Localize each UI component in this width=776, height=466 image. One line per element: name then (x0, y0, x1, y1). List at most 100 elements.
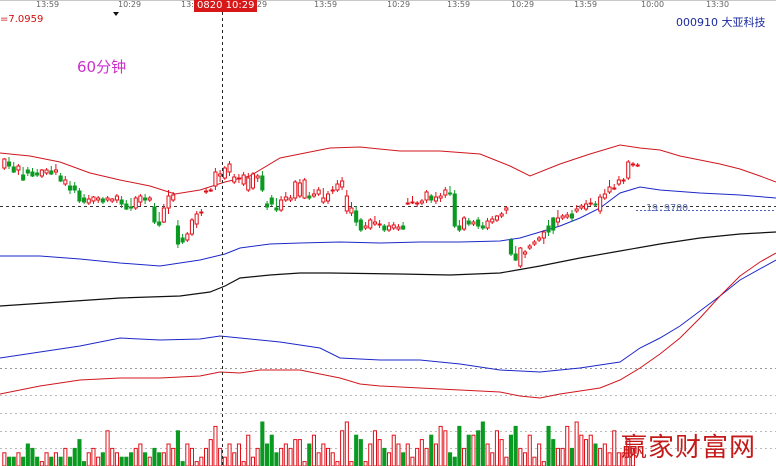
candle (448, 192, 453, 195)
volume-bar (508, 434, 513, 466)
candle (166, 195, 171, 209)
volume-bar (569, 447, 575, 466)
candle (86, 198, 91, 204)
candle (480, 225, 485, 229)
candle (330, 189, 335, 192)
candle (147, 197, 152, 201)
period-label[interactable]: 60分钟 (77, 58, 127, 76)
candle (588, 202, 593, 205)
time-tick-label: 10:29 (511, 0, 535, 9)
volume-bar (232, 452, 237, 466)
volume-bar (410, 456, 415, 466)
time-tick-label: 13:59 (447, 0, 471, 9)
volume-bar (612, 430, 617, 466)
volume-bar (274, 452, 279, 466)
candle (391, 224, 396, 229)
candle (96, 197, 101, 201)
candle (419, 200, 424, 204)
candle (246, 177, 251, 191)
candle (630, 163, 636, 166)
candle (119, 199, 124, 205)
volume-bar (429, 434, 434, 466)
candle (35, 172, 40, 176)
candle (124, 203, 129, 210)
candle (326, 193, 331, 202)
candle (133, 197, 138, 209)
volume-bar (180, 461, 185, 466)
time-tick-label: 10:29 (387, 0, 411, 9)
volume-bar (349, 461, 354, 466)
candle (218, 173, 223, 177)
candle (579, 205, 584, 209)
volume-bar (626, 439, 631, 466)
volume-bar (288, 447, 293, 466)
candle (401, 225, 406, 230)
volume-bar (222, 456, 227, 466)
volume-bar (189, 447, 194, 466)
volume-bar (114, 452, 120, 466)
volume-bar (387, 452, 392, 466)
volume-bar (462, 447, 467, 466)
volume-bar (260, 421, 265, 466)
candle (560, 215, 565, 219)
volume-bar (405, 443, 410, 466)
volume-bar (68, 456, 73, 466)
volume-bar (293, 439, 298, 466)
candle (185, 233, 190, 241)
candle (143, 197, 148, 201)
volume-bar (143, 452, 148, 466)
volume-bar (476, 430, 481, 466)
volume-bar (523, 452, 528, 466)
volume-bar (555, 447, 561, 466)
candle (157, 221, 162, 226)
candle (39, 169, 44, 177)
candle (68, 185, 73, 191)
candle (129, 206, 134, 209)
candle (424, 191, 429, 201)
volume-bar (250, 456, 255, 466)
candle (114, 195, 120, 201)
triangle-down-icon[interactable] (113, 12, 119, 16)
volume-bar (119, 456, 124, 466)
candle (368, 219, 373, 229)
volume-bar (82, 461, 87, 466)
volume-bar (485, 443, 490, 466)
volume-bar (574, 421, 579, 466)
candle (499, 213, 504, 217)
volume-bar (49, 456, 54, 466)
candle (626, 161, 631, 179)
volume-bar (63, 447, 68, 466)
candle (269, 197, 274, 205)
candle (532, 241, 537, 245)
candle (25, 169, 30, 174)
volume-bar (424, 447, 429, 466)
volume-bar (433, 443, 438, 466)
candle (382, 225, 387, 231)
candle (593, 203, 598, 206)
candle (616, 179, 621, 185)
volume-bar (396, 443, 401, 466)
candle (438, 195, 443, 199)
candle (232, 176, 237, 183)
candle (429, 195, 434, 201)
volume-bar (551, 439, 556, 466)
volume-bar (72, 447, 77, 466)
volume-bar (269, 434, 274, 466)
candle (297, 182, 302, 197)
candle (53, 169, 59, 173)
volume-bar (147, 456, 152, 466)
chart-grid (0, 0, 776, 449)
volume-bar (105, 430, 110, 466)
volume-bar (471, 434, 476, 466)
volume-bar (227, 443, 232, 466)
candle (11, 166, 16, 173)
time-tick-label: 13:30 (706, 0, 730, 9)
volume-bar (255, 447, 260, 466)
candle (175, 225, 180, 245)
volume-bar (138, 443, 143, 466)
volume-bar (236, 443, 241, 466)
volume-bar (499, 439, 504, 466)
volume-bar (175, 430, 180, 466)
volume-bar (518, 447, 523, 466)
candle (598, 196, 603, 212)
